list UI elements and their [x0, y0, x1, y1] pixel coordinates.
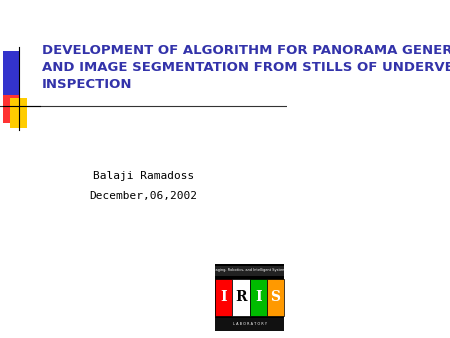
Bar	[3, 51, 20, 95]
Bar	[10, 98, 27, 128]
Text: R: R	[235, 290, 247, 305]
Text: DEVELOPMENT OF ALGORITHM FOR PANORAMA GENERATION,
AND IMAGE SEGMENTATION FROM ST: DEVELOPMENT OF ALGORITHM FOR PANORAMA GE…	[41, 44, 450, 91]
Bar	[215, 266, 284, 276]
Bar	[215, 264, 284, 331]
Bar	[267, 279, 284, 316]
Text: Balaji Ramadoss: Balaji Ramadoss	[93, 171, 194, 181]
Bar	[3, 93, 20, 123]
Bar	[232, 279, 250, 316]
Bar	[215, 318, 284, 331]
Text: L A B O R A T O R Y: L A B O R A T O R Y	[233, 322, 267, 327]
Bar	[250, 279, 267, 316]
Text: I: I	[220, 290, 227, 305]
Text: S: S	[270, 290, 280, 305]
Text: December,06,2002: December,06,2002	[90, 191, 198, 201]
Bar	[215, 279, 232, 316]
Text: Imaging, Robotics, and Intelligent Systems: Imaging, Robotics, and Intelligent Syste…	[212, 268, 288, 272]
Text: I: I	[255, 290, 261, 305]
